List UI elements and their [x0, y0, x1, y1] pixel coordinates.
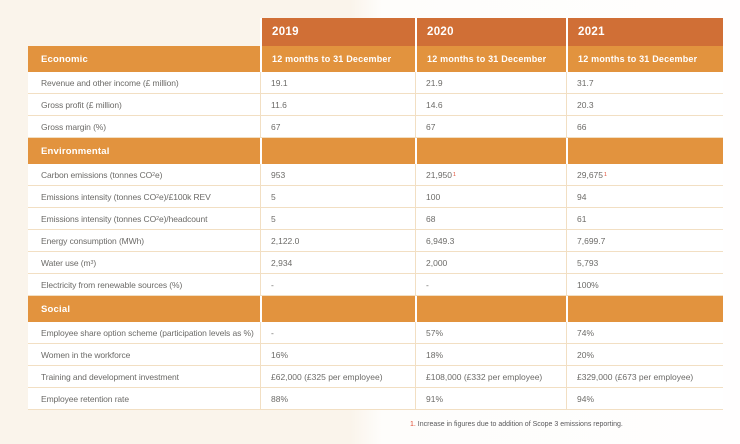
- value-cell: 91%: [415, 388, 566, 410]
- value-cell: 20%: [566, 344, 723, 366]
- value-cell: 2,122.0: [260, 230, 415, 252]
- value-cell: 100%: [566, 274, 723, 296]
- value-cell: 57%: [415, 322, 566, 344]
- value-cell: 88%: [260, 388, 415, 410]
- value-cell: 2,000: [415, 252, 566, 274]
- row-label-cell: Carbon emissions (tonnes CO 2 e): [28, 164, 260, 186]
- table-corner-spacer: [28, 18, 260, 46]
- value-cell: 31.7: [566, 72, 723, 94]
- value-cell: 61: [566, 208, 723, 230]
- year-header-cell: 2020: [415, 18, 566, 46]
- row-label-cell: Women in the workforce: [28, 344, 260, 366]
- value-cell: £329,000 (£673 per employee): [566, 366, 723, 388]
- year-header-cell: 2021: [566, 18, 723, 46]
- value-cell: 94%: [566, 388, 723, 410]
- row-label-cell: Training and development investment: [28, 366, 260, 388]
- year-header-cell: 2019: [260, 18, 415, 46]
- value-cell: 11.6: [260, 94, 415, 116]
- value-cell: 21,950 1: [415, 164, 566, 186]
- value-cell: 18%: [415, 344, 566, 366]
- value-cell: 68: [415, 208, 566, 230]
- value-cell: 5: [260, 208, 415, 230]
- period-cell: [415, 138, 566, 164]
- value-cell: 7,699.7: [566, 230, 723, 252]
- value-cell: 5: [260, 186, 415, 208]
- section-header-cell: Social: [28, 296, 260, 322]
- value-cell: -: [260, 322, 415, 344]
- value-cell: 100: [415, 186, 566, 208]
- row-label-cell: Gross profit (£ million): [28, 94, 260, 116]
- period-cell: [415, 296, 566, 322]
- value-cell: £108,000 (£332 per employee): [415, 366, 566, 388]
- period-cell: 12 months to 31 December: [566, 46, 723, 72]
- period-cell: 12 months to 31 December: [415, 46, 566, 72]
- period-cell: [260, 296, 415, 322]
- row-label-cell: Electricity from renewable sources (%): [28, 274, 260, 296]
- value-cell: 2,934: [260, 252, 415, 274]
- period-cell: 12 months to 31 December: [260, 46, 415, 72]
- value-cell: 66: [566, 116, 723, 138]
- value-cell: 6,949.3: [415, 230, 566, 252]
- value-cell: 16%: [260, 344, 415, 366]
- section-header-cell: Environmental: [28, 138, 260, 164]
- footnote-text: Increase in figures due to addition of S…: [415, 421, 623, 428]
- row-label-cell: Employee retention rate: [28, 388, 260, 410]
- value-cell: £62,000 (£325 per employee): [260, 366, 415, 388]
- section-header-cell: Economic: [28, 46, 260, 72]
- value-cell: -: [260, 274, 415, 296]
- period-cell: [566, 296, 723, 322]
- period-cell: [566, 138, 723, 164]
- value-cell: 5,793: [566, 252, 723, 274]
- row-label-cell: Revenue and other income (£ million): [28, 72, 260, 94]
- value-cell: 953: [260, 164, 415, 186]
- value-cell: 74%: [566, 322, 723, 344]
- value-cell: 67: [415, 116, 566, 138]
- row-label-cell: Emissions intensity (tonnes CO 2 e)/headco…: [28, 208, 260, 230]
- value-cell: 29,675 1: [566, 164, 723, 186]
- row-label-cell: Gross margin (%): [28, 116, 260, 138]
- row-label-cell: Employee share option scheme (participat…: [28, 322, 260, 344]
- value-cell: 14.6: [415, 94, 566, 116]
- esg-report-table: 2019 2020 2021 Economic 12 months to 31 Dece…: [28, 18, 723, 410]
- value-cell: 19.1: [260, 72, 415, 94]
- footnote: 1. Increase in figures due to addition o…: [410, 421, 623, 428]
- value-cell: 21.9: [415, 72, 566, 94]
- period-cell: [260, 138, 415, 164]
- value-cell: 94: [566, 186, 723, 208]
- value-cell: 20.3: [566, 94, 723, 116]
- value-cell: -: [415, 274, 566, 296]
- footnote-marker: 1.: [410, 421, 416, 428]
- row-label-cell: Energy consumption (MWh): [28, 230, 260, 252]
- value-cell: 67: [260, 116, 415, 138]
- row-label-cell: Emissions intensity (tonnes CO 2 e)/£100k …: [28, 186, 260, 208]
- row-label-cell: Water use (m 3): [28, 252, 260, 274]
